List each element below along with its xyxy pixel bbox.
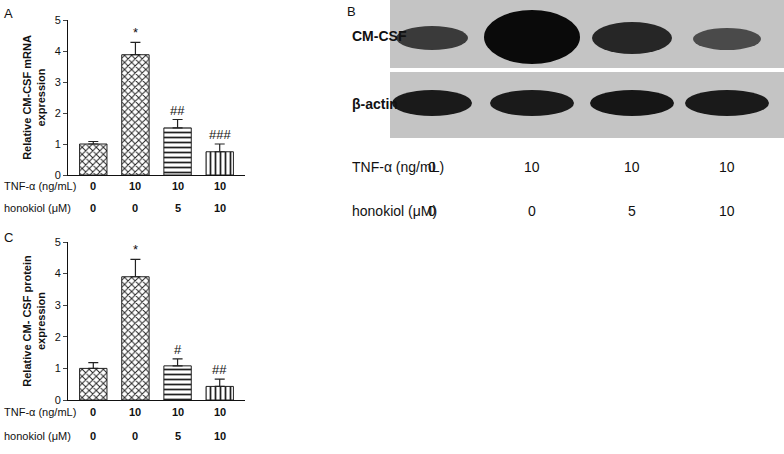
svg-text:A: A [4,6,13,21]
svg-text:5: 5 [175,202,181,214]
svg-text:5: 5 [55,236,61,248]
svg-text:#: # [174,342,182,357]
svg-text:4: 4 [55,45,61,57]
svg-text:Relative CM- CSF proteinexpres: Relative CM- CSF proteinexpression [21,255,47,387]
svg-text:4: 4 [55,267,61,279]
svg-text:B: B [347,4,356,19]
svg-text:1: 1 [55,138,61,150]
svg-text:0: 0 [90,406,96,418]
svg-text:1: 1 [55,362,61,374]
svg-text:##: ## [212,362,227,377]
svg-text:honokiol (μM): honokiol (μM) [352,203,437,219]
svg-text:*: * [133,242,138,257]
svg-text:CM-CSF: CM-CSF [352,28,407,44]
svg-text:0: 0 [428,159,436,175]
svg-text:honokiol (μM): honokiol (μM) [4,202,71,214]
svg-text:0: 0 [428,203,436,219]
svg-text:10: 10 [719,203,735,219]
svg-text:Relative CM-CSF mRNAexpression: Relative CM-CSF mRNAexpression [21,35,47,160]
svg-text:TNF-α (ng/mL): TNF-α (ng/mL) [4,180,76,192]
svg-text:5: 5 [175,430,181,442]
svg-text:10: 10 [214,406,226,418]
svg-text:10: 10 [719,159,735,175]
svg-text:5: 5 [628,203,636,219]
svg-text:###: ### [209,127,231,142]
svg-text:3: 3 [55,76,61,88]
svg-text:10: 10 [524,159,540,175]
svg-text:10: 10 [172,180,184,192]
svg-text:0: 0 [55,394,61,406]
svg-text:10: 10 [129,406,141,418]
svg-text:10: 10 [172,406,184,418]
svg-text:0: 0 [132,430,138,442]
svg-text:TNF-α (ng/mL): TNF-α (ng/mL) [4,406,76,418]
svg-text:0: 0 [90,202,96,214]
svg-text:TNF-α (ng/mL): TNF-α (ng/mL) [352,159,444,175]
svg-text:2: 2 [55,331,61,343]
svg-text:0: 0 [528,203,536,219]
svg-text:10: 10 [624,159,640,175]
svg-text:0: 0 [90,430,96,442]
svg-text:5: 5 [55,14,61,26]
svg-text:10: 10 [214,430,226,442]
svg-text:*: * [133,25,138,40]
svg-text:0: 0 [55,169,61,181]
svg-text:10: 10 [214,180,226,192]
svg-text:10: 10 [129,180,141,192]
svg-text:C: C [4,230,13,245]
svg-text:honokiol (μM): honokiol (μM) [4,430,71,442]
svg-text:β-actin: β-actin [352,96,398,112]
svg-text:10: 10 [214,202,226,214]
svg-text:3: 3 [55,299,61,311]
svg-text:0: 0 [132,202,138,214]
svg-text:0: 0 [90,180,96,192]
svg-text:2: 2 [55,107,61,119]
svg-text:##: ## [170,103,185,118]
